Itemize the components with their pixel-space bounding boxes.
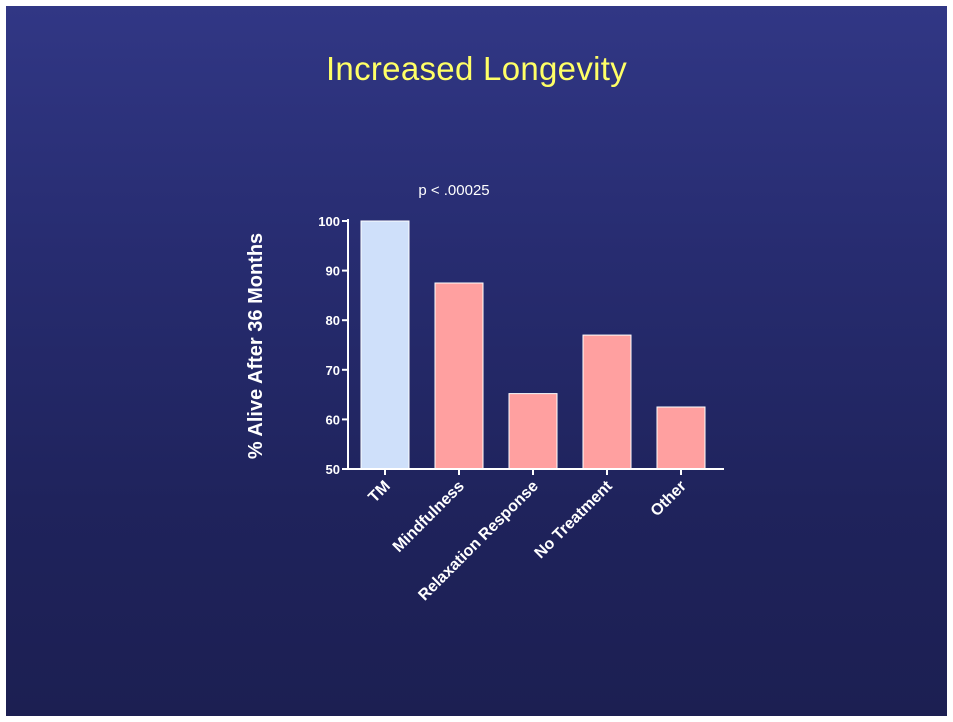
y-tick-label: 100 [318,214,340,229]
y-tick-label: 80 [326,313,340,328]
bar-other [656,406,706,470]
bar-no-treatment [582,334,632,470]
y-tick-label: 50 [326,462,340,477]
bar-relaxation-response [508,393,558,470]
bar-tm [360,220,410,470]
slide: Increased Longevity 50 60 70 80 90 100 TM Mindf… [6,6,947,716]
slide-title: Increased Longevity [325,50,628,87]
p-value-annotation: p < .00025 [418,182,489,199]
bars-layer [360,220,706,470]
y-axis-title: % Alive After 36 Months [245,233,267,459]
y-tick-label: 60 [326,412,340,427]
y-tick-label: 70 [326,363,340,378]
axes-layer [342,219,724,475]
x-tick-label: No Treatment [532,477,617,562]
x-tick-label: Mindfulness [390,478,468,556]
x-tick-label: Relaxation Response [415,478,542,605]
x-tick-label: Other [648,478,690,520]
bar-mindfulness [434,282,484,470]
x-tick-label: TM [365,478,393,506]
y-tick-label: 90 [326,264,340,279]
